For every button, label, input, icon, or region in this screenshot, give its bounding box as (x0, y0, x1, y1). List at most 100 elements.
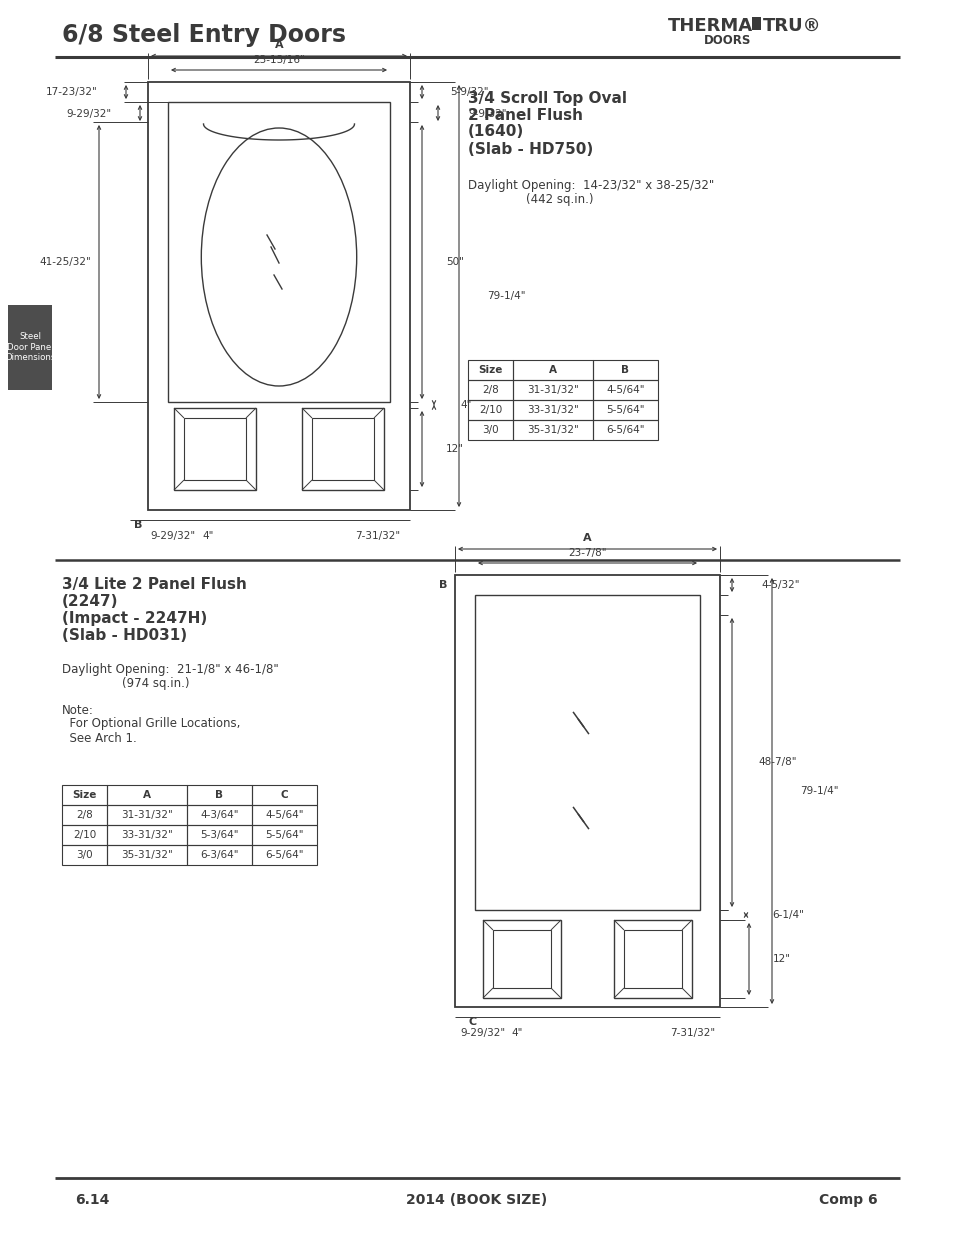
Text: 4-5/64": 4-5/64" (265, 810, 303, 820)
Bar (168, 103, 390, 403)
Bar (513, 359, 593, 380)
Bar (468, 400, 513, 420)
Text: 3/4 Lite 2 Panel Flush: 3/4 Lite 2 Panel Flush (62, 578, 247, 593)
Text: 6-5/64": 6-5/64" (265, 850, 303, 860)
Text: 2 Panel Flush: 2 Panel Flush (468, 107, 582, 122)
Bar (187, 805, 252, 825)
Text: 4-3/64": 4-3/64" (200, 810, 238, 820)
Bar (107, 805, 187, 825)
Text: 6.14: 6.14 (75, 1193, 110, 1207)
Bar (614, 920, 691, 998)
Bar (455, 576, 720, 1007)
Text: 5-5/64": 5-5/64" (265, 830, 303, 840)
Bar (62, 805, 107, 825)
Bar (513, 420, 593, 440)
Text: 2014 (BOOK SIZE): 2014 (BOOK SIZE) (406, 1193, 547, 1207)
Text: 6-5/64": 6-5/64" (605, 425, 644, 435)
Text: (2247): (2247) (62, 594, 118, 610)
Text: 9-29/32": 9-29/32" (67, 109, 112, 119)
Bar (468, 380, 513, 400)
Bar (593, 359, 658, 380)
Text: Note:: Note: (62, 704, 93, 716)
Bar (475, 595, 700, 910)
Bar (593, 380, 658, 400)
Text: 6/8 Steel Entry Doors: 6/8 Steel Entry Doors (62, 23, 346, 47)
Text: 2/10: 2/10 (72, 830, 96, 840)
Text: 31-31/32": 31-31/32" (121, 810, 172, 820)
Text: 9-29/32": 9-29/32" (459, 1028, 504, 1037)
Bar (468, 359, 513, 380)
Text: (442 sq.in.): (442 sq.in.) (525, 194, 593, 206)
Text: (974 sq.in.): (974 sq.in.) (122, 678, 190, 690)
Text: 7-31/32": 7-31/32" (355, 531, 399, 541)
Bar (107, 825, 187, 845)
Text: 33-31/32": 33-31/32" (527, 405, 578, 415)
Text: 12": 12" (446, 445, 463, 454)
Bar (173, 408, 255, 490)
Bar (107, 785, 187, 805)
Bar (187, 785, 252, 805)
Text: 3/0: 3/0 (76, 850, 92, 860)
Text: (Slab - HD031): (Slab - HD031) (62, 629, 187, 643)
Text: 5-3/64": 5-3/64" (200, 830, 238, 840)
Text: 12": 12" (772, 953, 790, 965)
Text: 6-3/64": 6-3/64" (200, 850, 238, 860)
Bar (62, 845, 107, 864)
Text: 9-9/32": 9-9/32" (468, 109, 506, 119)
Text: 17-23/32": 17-23/32" (46, 86, 98, 98)
Text: 2/8: 2/8 (481, 385, 498, 395)
Text: A: A (143, 790, 151, 800)
Bar (513, 380, 593, 400)
Text: 2/8: 2/8 (76, 810, 92, 820)
Bar (623, 930, 681, 988)
Text: TRU®: TRU® (762, 17, 821, 35)
Bar (468, 420, 513, 440)
Bar (252, 785, 316, 805)
Text: Size: Size (72, 790, 96, 800)
Text: 23-7/8": 23-7/8" (568, 548, 606, 558)
Text: 4": 4" (459, 400, 471, 410)
Text: 9-29/32": 9-29/32" (150, 531, 195, 541)
Text: DOORS: DOORS (703, 35, 751, 47)
Text: Size: Size (477, 366, 502, 375)
Text: 4-5/32": 4-5/32" (760, 580, 799, 590)
Bar (252, 825, 316, 845)
Bar (187, 845, 252, 864)
Text: 5-9/32": 5-9/32" (450, 86, 488, 98)
Bar (593, 420, 658, 440)
Text: B: B (438, 580, 447, 590)
Text: 35-31/32": 35-31/32" (121, 850, 172, 860)
Bar (252, 805, 316, 825)
Text: 79-1/4": 79-1/4" (800, 785, 838, 797)
Text: 5-5/64": 5-5/64" (605, 405, 644, 415)
Text: 35-31/32": 35-31/32" (527, 425, 578, 435)
Text: (Slab - HD750): (Slab - HD750) (468, 142, 593, 157)
Text: For Optional Grille Locations,: For Optional Grille Locations, (62, 718, 240, 730)
Text: A: A (274, 40, 283, 49)
Bar (107, 845, 187, 864)
Bar (312, 417, 374, 480)
Bar (148, 82, 410, 510)
Text: Daylight Opening:  21-1/8" x 46-1/8": Daylight Opening: 21-1/8" x 46-1/8" (62, 663, 278, 677)
Text: 4-5/64": 4-5/64" (605, 385, 644, 395)
Text: A: A (582, 534, 591, 543)
Text: A: A (548, 366, 557, 375)
Text: 31-31/32": 31-31/32" (527, 385, 578, 395)
Bar (513, 400, 593, 420)
Text: B: B (620, 366, 629, 375)
Bar (62, 825, 107, 845)
Bar (184, 417, 246, 480)
Bar (8, 305, 52, 390)
Text: 3/4 Scroll Top Oval: 3/4 Scroll Top Oval (468, 90, 626, 105)
Bar (593, 400, 658, 420)
Text: 23-13/16": 23-13/16" (253, 56, 305, 65)
Text: Daylight Opening:  14-23/32" x 38-25/32": Daylight Opening: 14-23/32" x 38-25/32" (468, 179, 714, 193)
Bar (482, 920, 560, 998)
Text: C: C (280, 790, 288, 800)
Bar (252, 845, 316, 864)
Text: C: C (469, 1016, 476, 1028)
Text: (1640): (1640) (468, 125, 524, 140)
Bar (62, 785, 107, 805)
Text: See Arch 1.: See Arch 1. (62, 731, 136, 745)
Bar (493, 930, 551, 988)
